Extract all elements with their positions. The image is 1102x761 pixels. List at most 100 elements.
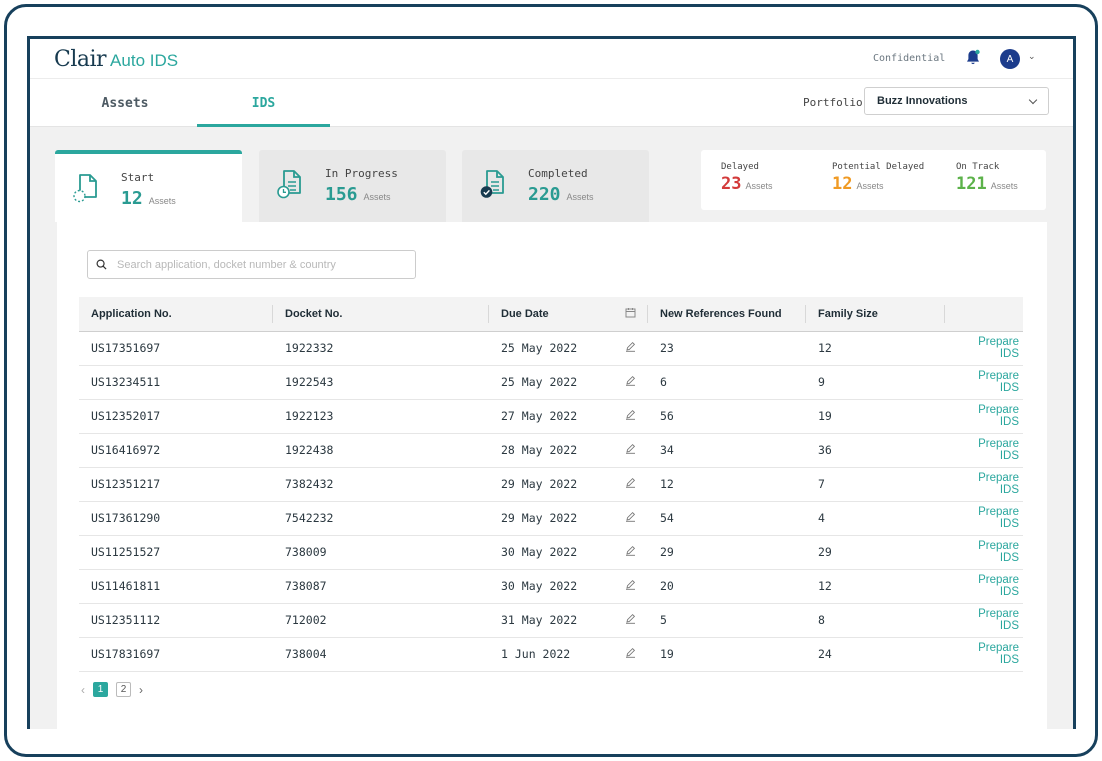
logo-sub-text: Auto IDS — [110, 51, 179, 70]
cell-docket-no: 1922123 — [285, 409, 334, 423]
cell-new-references: 54 — [660, 511, 674, 525]
cell-application-no: US13234511 — [91, 375, 161, 389]
cell-new-references: 34 — [660, 443, 674, 457]
status-summary: Delayed 23 Assets Potential Delayed 12 Ass… — [701, 150, 1046, 210]
cell-family-size: 12 — [818, 341, 832, 355]
document-clock-icon — [277, 170, 301, 199]
stage-card-start[interactable]: Start 12 Assets — [55, 150, 242, 222]
portfolio-select[interactable]: Buzz Innovations — [864, 87, 1049, 115]
header-new-references[interactable]: New References Found — [648, 297, 806, 331]
prepare-ids-link[interactable]: Prepare IDS — [978, 336, 1019, 360]
summary-label: Potential Delayed — [832, 162, 925, 172]
summary-on-track[interactable]: On Track 121 Assets — [956, 162, 1018, 194]
page-1[interactable]: 1 — [93, 682, 108, 697]
avatar[interactable]: A — [1000, 49, 1020, 69]
chevron-left-icon[interactable]: ‹ — [81, 682, 85, 697]
cell-docket-no: 738009 — [285, 545, 327, 559]
stage-card-completed[interactable]: Completed 220 Assets — [462, 150, 649, 222]
header-action — [945, 297, 1023, 331]
logo-main-text: Clair — [54, 47, 107, 72]
edit-pencil-icon[interactable] — [616, 501, 648, 535]
cell-application-no: US16416972 — [91, 443, 161, 457]
table-row: US16416972 1922438 28 May 2022 34 36 Prepare … — [79, 433, 1023, 467]
search-box[interactable] — [87, 250, 416, 279]
stage-count: 12 Assets — [121, 188, 176, 209]
edit-pencil-icon[interactable] — [616, 637, 648, 671]
edit-pencil-icon[interactable] — [616, 467, 648, 501]
stage-card-in-progress[interactable]: In Progress 156 Assets — [259, 150, 446, 222]
cell-new-references: 5 — [660, 613, 667, 627]
cell-docket-no: 738087 — [285, 579, 327, 593]
cell-family-size: 29 — [818, 545, 832, 559]
edit-pencil-icon[interactable] — [616, 365, 648, 399]
cell-docket-no: 1922543 — [285, 375, 334, 389]
cell-family-size: 12 — [818, 579, 832, 593]
cell-family-size: 36 — [818, 443, 832, 457]
summary-delayed[interactable]: Delayed 23 Assets — [721, 162, 773, 194]
chevron-right-icon[interactable]: › — [139, 682, 143, 697]
cell-new-references: 29 — [660, 545, 674, 559]
header-application-no[interactable]: Application No. — [79, 297, 273, 331]
table-row: US17831697 738004 1 Jun 2022 19 24 Prepare ID… — [79, 637, 1023, 671]
pagination: ‹ 1 2 › — [81, 682, 143, 697]
table-row: US12351112 712002 31 May 2022 5 8 Prepare IDS — [79, 603, 1023, 637]
header-due-date[interactable]: Due Date — [501, 307, 549, 320]
cell-application-no: US17351697 — [91, 341, 161, 355]
stage-count: 220 Assets — [528, 184, 594, 205]
summary-count: 121 Assets — [956, 174, 1018, 194]
app-logo[interactable]: Clair Auto IDS — [54, 47, 178, 72]
edit-pencil-icon[interactable] — [616, 433, 648, 467]
tab-ids[interactable]: IDS — [197, 79, 330, 127]
summary-label: Delayed — [721, 162, 759, 172]
page-2[interactable]: 2 — [116, 682, 131, 697]
prepare-ids-link[interactable]: Prepare IDS — [978, 438, 1019, 462]
main-panel: Application No. Docket No. Due Date New … — [57, 222, 1047, 729]
edit-pencil-icon[interactable] — [616, 399, 648, 433]
header-docket-no[interactable]: Docket No. — [273, 297, 489, 331]
document-check-icon — [480, 170, 504, 198]
cell-application-no: US12351112 — [91, 613, 161, 627]
table-row: US17361290 7542232 29 May 2022 54 4 Prepare I… — [79, 501, 1023, 535]
prepare-ids-link[interactable]: Prepare IDS — [978, 540, 1019, 564]
stage-count: 156 Assets — [325, 184, 391, 205]
cell-new-references: 23 — [660, 341, 674, 355]
edit-pencil-icon[interactable] — [616, 535, 648, 569]
chevron-down-icon[interactable]: ⌄ — [1028, 51, 1036, 61]
portfolio-label: Portfolio : — [803, 96, 876, 109]
edit-pencil-icon[interactable] — [616, 569, 648, 603]
prepare-ids-link[interactable]: Prepare IDS — [978, 574, 1019, 598]
edit-pencil-icon[interactable] — [616, 331, 648, 365]
prepare-ids-link[interactable]: Prepare IDS — [978, 642, 1019, 666]
table-row: US11251527 738009 30 May 2022 29 29 Prepare I… — [79, 535, 1023, 569]
prepare-ids-link[interactable]: Prepare IDS — [978, 472, 1019, 496]
summary-count: 12 Assets — [832, 174, 884, 194]
tab-assets[interactable]: Assets — [101, 95, 149, 111]
prepare-ids-link[interactable]: Prepare IDS — [978, 370, 1019, 394]
header-family-size[interactable]: Family Size — [806, 297, 945, 331]
table-row: US11461811 738087 30 May 2022 20 12 Prepare I… — [79, 569, 1023, 603]
edit-pencil-icon[interactable] — [616, 603, 648, 637]
cell-family-size: 24 — [818, 647, 832, 661]
summary-potential-delayed[interactable]: Potential Delayed 12 Assets — [832, 162, 924, 194]
stage-label: Completed — [528, 167, 588, 180]
calendar-icon[interactable] — [616, 297, 648, 331]
prepare-ids-link[interactable]: Prepare IDS — [978, 608, 1019, 632]
table-row: US12351217 7382432 29 May 2022 12 7 Prepare I… — [79, 467, 1023, 501]
cell-application-no: US17831697 — [91, 647, 161, 661]
cell-due-date: 30 May 2022 — [501, 545, 578, 559]
cell-family-size: 4 — [818, 511, 825, 525]
summary-count: 23 Assets — [721, 174, 773, 194]
table-row: US17351697 1922332 25 May 2022 23 12 Prepare … — [79, 331, 1023, 365]
prepare-ids-link[interactable]: Prepare IDS — [978, 404, 1019, 428]
cell-family-size: 7 — [818, 477, 825, 491]
cell-due-date: 30 May 2022 — [501, 579, 578, 593]
cell-due-date: 25 May 2022 — [501, 341, 578, 355]
cell-due-date: 27 May 2022 — [501, 409, 578, 423]
cell-due-date: 1 Jun 2022 — [501, 647, 571, 661]
chevron-down-icon — [1028, 95, 1038, 104]
search-input[interactable] — [117, 258, 407, 271]
prepare-ids-link[interactable]: Prepare IDS — [978, 506, 1019, 530]
bell-icon[interactable] — [965, 49, 981, 67]
table-row: US13234511 1922543 25 May 2022 6 9 Prepare ID… — [79, 365, 1023, 399]
cell-due-date: 29 May 2022 — [501, 511, 578, 525]
